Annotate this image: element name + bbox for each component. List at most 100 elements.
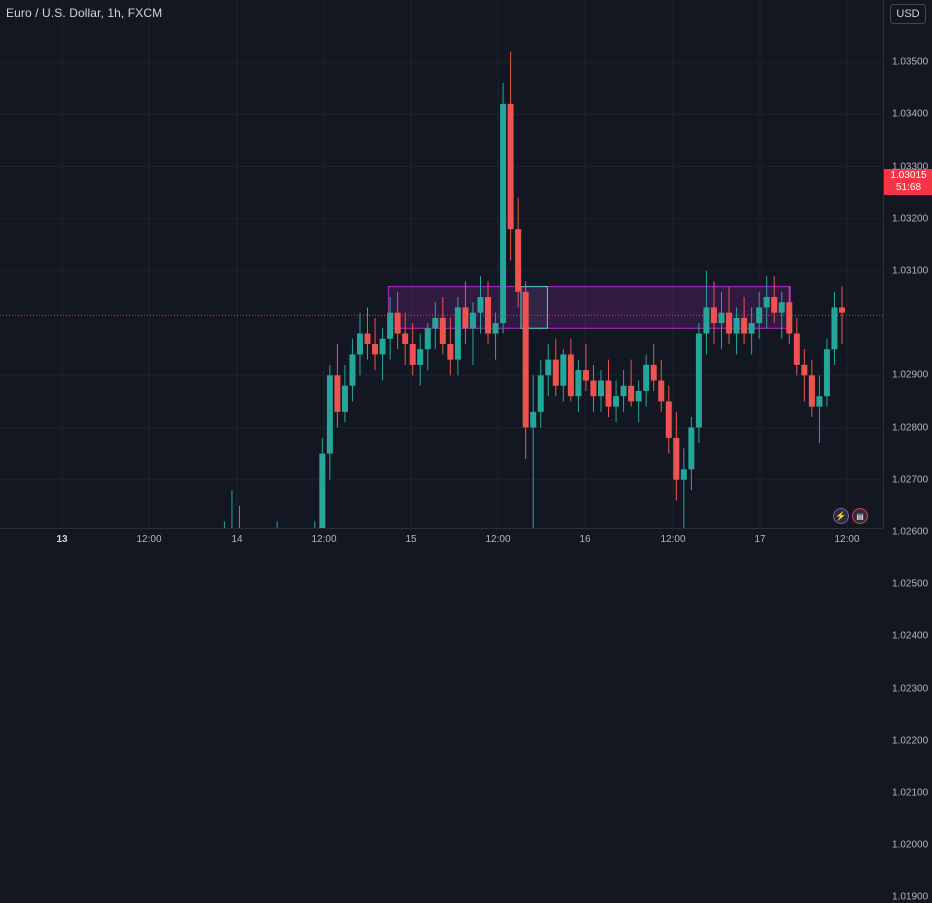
candle-body (356, 333, 363, 355)
candle-body (808, 375, 815, 407)
candle-body (650, 364, 657, 381)
price-tick: 1.02800 (892, 422, 929, 433)
candlestick-chart[interactable] (0, 0, 883, 528)
time-tick: 13 (56, 534, 68, 545)
candle-body (786, 302, 793, 334)
candle-body (334, 375, 341, 412)
price-axis[interactable]: USD 1.03015 51:68 1.03500 1.03400 1.03300 1… (883, 0, 932, 903)
candle-body (582, 370, 589, 381)
candle-body (839, 307, 845, 313)
price-tick: 1.02100 (892, 787, 929, 799)
price-tick: 1.03500 (892, 56, 929, 68)
us-flag-icon[interactable]: ▤ (852, 508, 868, 524)
candle-body (417, 349, 424, 365)
candle-body (485, 297, 492, 334)
candle-body (394, 312, 401, 334)
candle-body (469, 312, 476, 329)
price-tick: 1.03100 (892, 265, 929, 277)
price-tick: 1.01900 (892, 891, 929, 903)
candle-body (605, 380, 612, 407)
candle-body (801, 364, 808, 376)
candle-body (424, 328, 431, 350)
candle-body (710, 307, 717, 324)
candle-body (560, 354, 567, 386)
time-tick: 14 (231, 534, 243, 545)
time-axis[interactable]: 13 12:00 14 12:00 15 12:00 16 12:00 17 12:00 (0, 528, 883, 551)
time-tick: 12:00 (660, 534, 686, 545)
time-tick: 17 (754, 534, 766, 545)
candle-body (349, 354, 356, 386)
candle-body (695, 333, 702, 428)
candle-body (823, 349, 830, 397)
candle-body (432, 317, 439, 329)
candle-body (643, 364, 650, 391)
candle-body (326, 375, 333, 454)
candle-body (372, 343, 379, 355)
candle-body (620, 385, 627, 397)
candle-body (741, 317, 748, 334)
candle-body (613, 396, 620, 407)
price-tick: 1.02200 (892, 735, 929, 747)
price-tick: 1.03400 (892, 108, 929, 120)
candle-body (492, 323, 499, 334)
candle-body (680, 469, 687, 480)
candle-body (635, 390, 642, 402)
candle-body (409, 343, 416, 365)
candle-body (831, 307, 838, 350)
candle-body (477, 297, 484, 313)
candle-body (816, 396, 823, 407)
candle-body (462, 307, 469, 329)
candle-body (718, 312, 725, 324)
candle-body (763, 297, 770, 308)
candle-body (771, 297, 778, 313)
candle-body (552, 359, 559, 386)
candle-body (726, 312, 733, 334)
candle-body (658, 380, 665, 402)
candle-body (530, 411, 537, 428)
status-icons: ⚡ ▤ (833, 508, 868, 524)
candle-body (387, 312, 394, 339)
candle-body (778, 302, 785, 313)
bar-countdown: 51:68 (895, 182, 922, 193)
candle-body (748, 323, 755, 334)
time-tick: 12:00 (834, 534, 860, 545)
time-tick: 15 (405, 534, 417, 545)
time-tick: 16 (579, 534, 591, 545)
candle-body (507, 103, 514, 230)
candle-body (575, 370, 582, 397)
price-tick: 1.03200 (892, 213, 929, 225)
price-tick: 1.02300 (892, 683, 929, 694)
last-price-label: 1.03015 51:68 (884, 169, 932, 195)
last-price-value: 1.03015 (890, 170, 927, 181)
candle-body (665, 401, 672, 438)
time-tick: 12:00 (311, 534, 337, 545)
time-tick: 12:00 (485, 534, 511, 545)
price-tick: 1.02900 (892, 369, 929, 381)
candle-body (319, 453, 326, 528)
candle-body (793, 333, 800, 365)
price-tick: 1.02600 (892, 526, 929, 538)
candle-body (341, 385, 348, 412)
candle-body (447, 343, 454, 360)
candle-body (590, 380, 597, 397)
lightning-icon[interactable]: ⚡ (833, 508, 849, 524)
candle-body (545, 359, 552, 376)
candle-body (733, 317, 740, 334)
candle-body (439, 317, 446, 344)
candle-body (537, 375, 544, 412)
currency-button[interactable]: USD (890, 4, 926, 24)
candle-body (454, 307, 461, 360)
candle-body (522, 291, 529, 428)
price-tick: 1.02700 (892, 474, 929, 486)
candle-body (673, 437, 680, 480)
candle-body (597, 380, 604, 397)
candle-body (567, 354, 574, 397)
candle-body (402, 333, 409, 344)
price-tick: 1.03300 (892, 161, 929, 172)
candle-body (515, 229, 522, 292)
candle-body (703, 307, 710, 334)
candle-body (628, 385, 635, 402)
chart-area[interactable]: Euro / U.S. Dollar, 1h, FXCM ⚡ ▤ (0, 0, 883, 528)
chart-title: Euro / U.S. Dollar, 1h, FXCM (6, 6, 163, 20)
candle-body (364, 333, 371, 344)
